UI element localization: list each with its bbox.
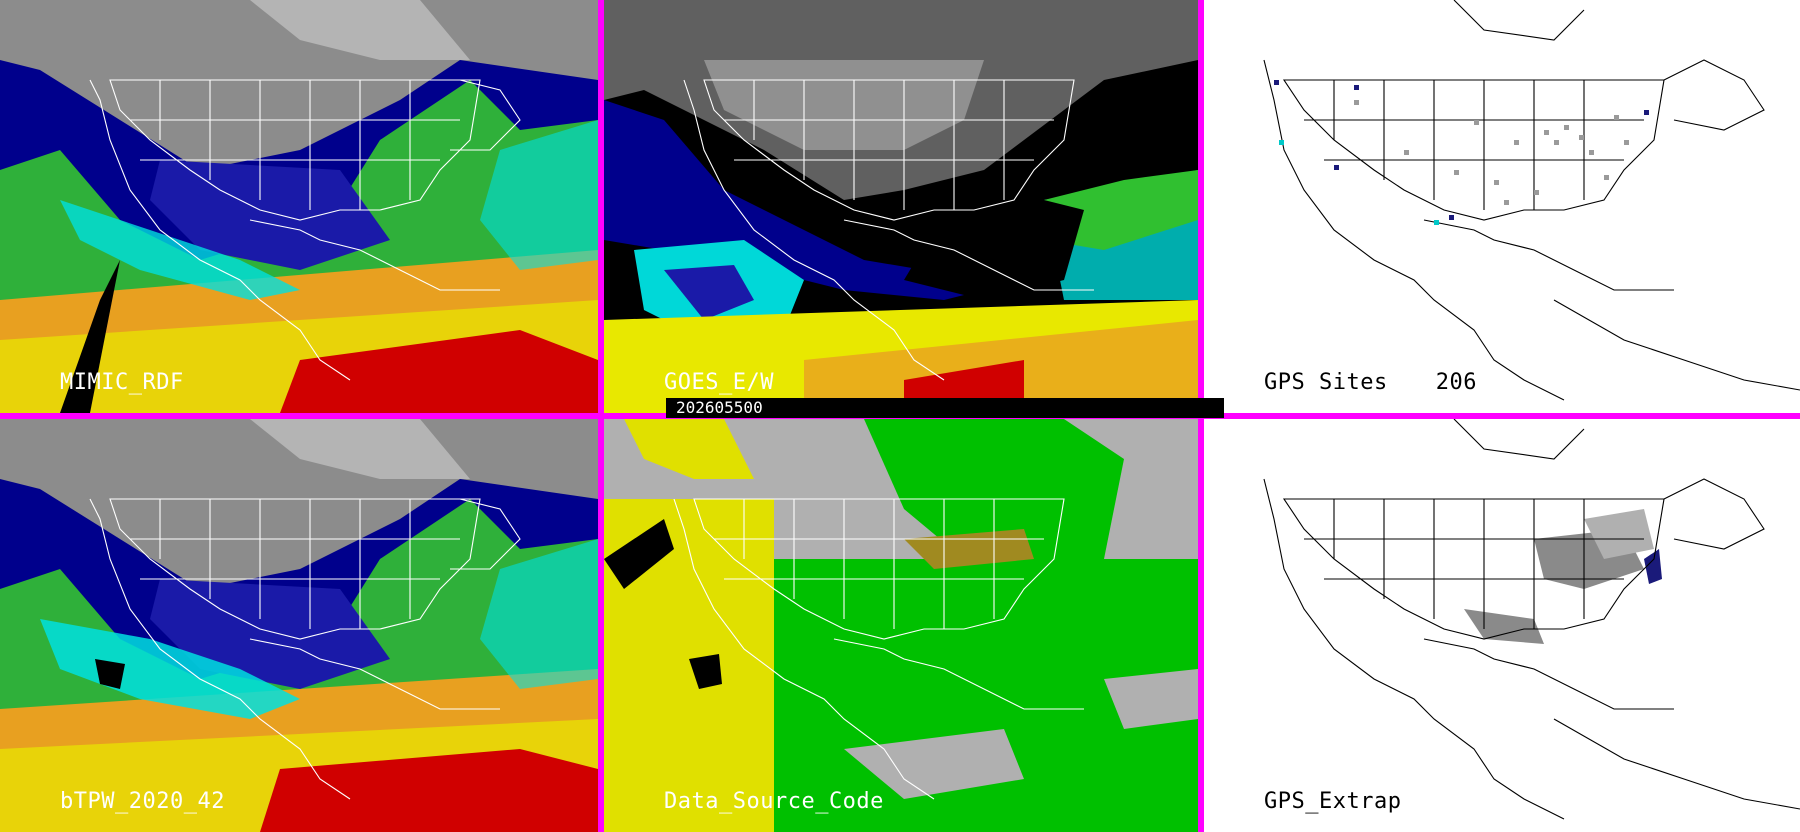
gps-sites-panel: GPS Sites 206 [1204, 0, 1800, 413]
panel-label-btpw: bTPW_2020_42 [60, 789, 225, 814]
gps-site-markers [1354, 100, 1629, 205]
source-code-map [604, 419, 1198, 832]
panel-label-gps-extrap: GPS_Extrap [1264, 789, 1402, 814]
panel-label-mimic: MIMIC_RDF [60, 370, 184, 395]
gps-sites-count: 206 [1435, 370, 1477, 395]
panel-label-data-source: Data_Source_Code [664, 789, 884, 814]
tpw-map [604, 0, 1198, 413]
data-source-code-panel: Data_Source_Code [604, 419, 1198, 832]
tpw-map [0, 0, 598, 413]
goes-panel: GOES_E/W [604, 0, 1198, 413]
mimic-rdf-panel: MIMIC_RDF [0, 0, 598, 413]
gps-extrap-map [1204, 419, 1800, 832]
tpw-map [0, 419, 598, 832]
timestamp-bar: 202605500 [666, 398, 1224, 418]
gps-sites-title: GPS Sites [1264, 370, 1388, 395]
panel-label-gps-sites: GPS Sites 206 [1264, 370, 1477, 395]
gps-extrap-panel: GPS_Extrap [1204, 419, 1800, 832]
btpw-panel: bTPW_2020_42 [0, 419, 598, 832]
gps-sites-map [1204, 0, 1800, 413]
panel-label-goes: GOES_E/W [664, 370, 774, 395]
